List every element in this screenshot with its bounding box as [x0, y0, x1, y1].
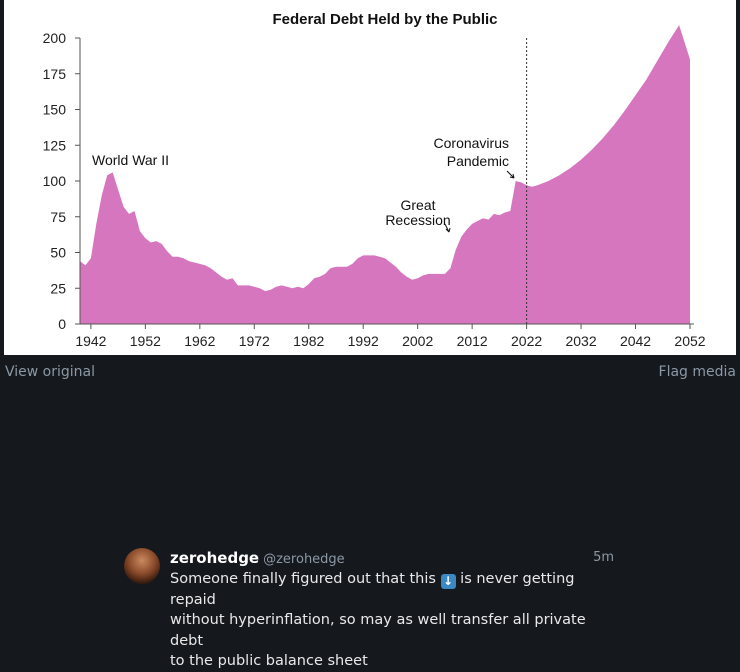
post-header: zerohedge @zerohedge 5m: [170, 548, 622, 568]
y-tick-label: 175: [43, 66, 67, 82]
y-tick-label: 25: [50, 280, 66, 296]
x-tick-label: 2052: [674, 333, 705, 349]
debt-area: [80, 25, 690, 324]
x-tick-label: 1972: [239, 333, 270, 349]
x-tick-label: 1992: [348, 333, 379, 349]
x-tick-label: 1952: [130, 333, 161, 349]
x-tick-label: 2032: [565, 333, 596, 349]
annotation-coronavirus: Coronavirus Pandemic: [434, 135, 509, 169]
chart-image[interactable]: Federal Debt Held by the Public 0 25 50 75 1…: [4, 0, 736, 355]
flag-media-link[interactable]: Flag media: [658, 364, 736, 380]
y-tick-label: 200: [43, 30, 67, 46]
chart-title: Federal Debt Held by the Public: [272, 11, 497, 28]
x-tick-label: 2002: [402, 333, 433, 349]
y-tick-label: 125: [43, 137, 67, 153]
post-text: Someone finally figured out that this ↓ …: [170, 569, 622, 672]
x-tick-label: 2042: [620, 333, 651, 349]
y-tick-label: 0: [58, 316, 66, 332]
area-series: [80, 25, 690, 324]
author-handle[interactable]: @zerohedge: [263, 552, 345, 567]
y-tick-label: 50: [50, 245, 66, 261]
annotation-arrowhead-pandemic: [509, 173, 515, 179]
post-text-line3: to the public balance sheet: [170, 653, 368, 669]
author-name[interactable]: zerohedge: [170, 549, 260, 567]
post-text-line1b: is never getting repaid: [170, 571, 575, 608]
avatar[interactable]: [124, 548, 160, 584]
down-arrow-icon: ↓: [440, 574, 456, 589]
x-tick-label: 1942: [75, 333, 106, 349]
post-text-line1a: Someone finally figured out that this: [170, 571, 441, 587]
post-body: zerohedge @zerohedge 5m Someone finally f…: [170, 548, 622, 672]
post-time[interactable]: 5m: [593, 550, 614, 565]
annotation-world-war-ii: World War II: [92, 152, 169, 168]
x-tick-label: 1982: [293, 333, 324, 349]
x-tick-label: 2022: [511, 333, 542, 349]
y-tick-label: 75: [50, 209, 66, 225]
annotation-arrow-pandemic: [506, 170, 515, 179]
x-tick-label: 2012: [457, 333, 488, 349]
annotation-great-recession: Great Recession: [385, 197, 450, 228]
post-text-line2: without hyperinflation, so may as well t…: [170, 612, 586, 649]
y-tick-label: 150: [43, 102, 67, 118]
view-original-link[interactable]: View original: [5, 364, 96, 380]
annotations: World War II Great Recession Coronavirus Pan…: [92, 135, 515, 233]
axes: 0 25 50 75 100 125 150 175 200 1942 1952 1962 1972 19…: [43, 30, 706, 349]
y-tick-label: 100: [43, 173, 67, 189]
debt-chart: Federal Debt Held by the Public 0 25 50 75 1…: [43, 11, 706, 349]
annotation-arrowhead-recession: [445, 227, 451, 233]
x-tick-label: 1962: [184, 333, 215, 349]
